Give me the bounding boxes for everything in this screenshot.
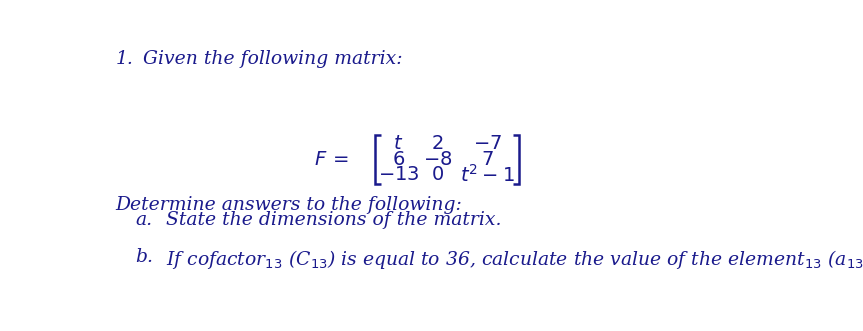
Text: $6$: $6$ xyxy=(392,151,405,169)
Text: $7$: $7$ xyxy=(482,151,494,169)
Text: $F\,=$: $F\,=$ xyxy=(313,151,348,169)
Text: Determine answers to the following:: Determine answers to the following: xyxy=(116,196,463,214)
Text: $-7$: $-7$ xyxy=(473,135,502,154)
Text: a.: a. xyxy=(135,212,152,229)
Text: $-13$: $-13$ xyxy=(378,166,419,184)
Text: If cofactor$_{13}$ (C$_{13}$) is equal to 36, calculate the value of the element: If cofactor$_{13}$ (C$_{13}$) is equal t… xyxy=(166,248,863,271)
Text: $0$: $0$ xyxy=(431,166,444,184)
Text: $t^2-1$: $t^2-1$ xyxy=(460,164,515,186)
Text: Given the following matrix:: Given the following matrix: xyxy=(142,50,402,68)
Text: 1.: 1. xyxy=(116,50,134,68)
Text: $-8$: $-8$ xyxy=(423,151,452,169)
Text: State the dimensions of the matrix.: State the dimensions of the matrix. xyxy=(166,212,501,229)
Text: $2$: $2$ xyxy=(431,135,444,154)
Text: b.: b. xyxy=(135,248,153,266)
Text: $t$: $t$ xyxy=(394,135,404,154)
